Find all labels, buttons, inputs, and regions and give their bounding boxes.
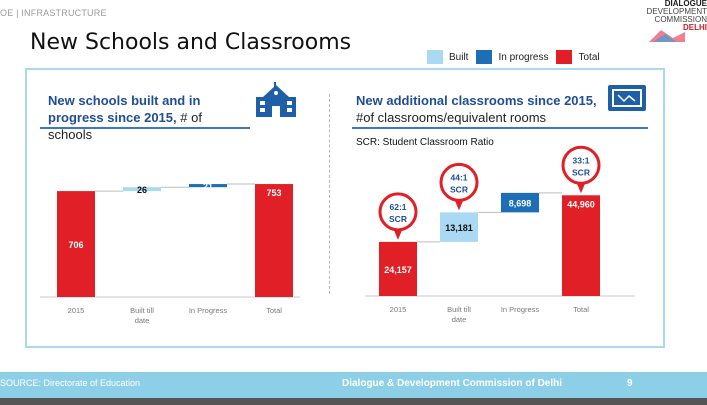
x-tick-label: Built till [447, 305, 471, 314]
x-tick-label: date [135, 316, 150, 325]
legend-label-in-progress: In progress [498, 51, 549, 63]
logo-emblem-icon [649, 30, 685, 42]
logo-line-3: COMMISSION [654, 15, 707, 24]
x-tick-label: Total [573, 305, 589, 314]
callout-circle [561, 145, 601, 185]
scr-callout: 62:1 SCR [378, 192, 418, 240]
bar-total [562, 195, 600, 296]
callout-text: SCR [572, 167, 590, 177]
breadcrumb: OE | INFRASTRUCTURE [0, 8, 107, 18]
page-title: New Schools and Classrooms [30, 30, 352, 55]
data-label: 44,960 [567, 199, 595, 209]
content-panel [25, 68, 665, 348]
x-tick-label: 2015 [390, 305, 407, 314]
bar-in-progress [189, 184, 227, 188]
bar-built-till-date [440, 212, 478, 242]
left-chart-title-bold: New schools built and in progress since … [48, 93, 201, 125]
right-title-underline [352, 127, 648, 129]
callout-circle [439, 162, 479, 202]
footer-bar: SOURCE: Directorate of Education Dialogu… [0, 372, 707, 398]
footer-source: SOURCE: Directorate of Education [0, 378, 141, 388]
scr-note: SCR: Student Classroom Ratio [356, 137, 494, 148]
data-label: 24,157 [384, 265, 412, 275]
callout-text: 62:1 [389, 202, 406, 212]
x-tick-label: Total [266, 306, 282, 315]
callout-text: 44:1 [450, 172, 467, 182]
data-label: 13,181 [445, 223, 473, 233]
legend-swatch-built [427, 50, 443, 64]
bottom-strip [0, 398, 707, 405]
callout-text: SCR [450, 184, 468, 194]
x-tick-label: Built till [130, 306, 154, 315]
legend-swatch-total [556, 50, 573, 64]
chart-legend: Built In progress Total [427, 49, 608, 65]
data-label: 706 [68, 240, 83, 250]
x-tick-label: In Progress [189, 306, 228, 315]
logo-line-2: DEVELOPMENT [646, 7, 707, 16]
scr-callout: 33:1 SCR [561, 145, 601, 194]
x-tick-label: date [452, 315, 467, 324]
x-tick-label: 2015 [68, 306, 85, 315]
legend-swatch-in-progress [476, 50, 493, 64]
data-label: 8,698 [509, 199, 532, 209]
bar-in-progress [501, 192, 539, 213]
footer-organization: Dialogue & Development Commission of Del… [342, 378, 563, 389]
data-label: 26 [137, 185, 147, 195]
bar-total [255, 184, 293, 297]
panel-divider [329, 94, 330, 294]
bar-2015 [57, 191, 95, 297]
bar-built-till-date [123, 187, 161, 192]
left-title-underline [40, 127, 250, 129]
callout-text: 33:1 [572, 155, 589, 165]
logo-line-4: DELHI [683, 23, 707, 32]
ddc-logo: DIALOGUE DEVELOPMENT COMMISSION DELHI [643, 0, 707, 48]
callout-text: SCR [389, 214, 407, 224]
left-chart-title-unit: # of schools [48, 110, 202, 142]
left-chart-title: New schools built and in progress since … [48, 92, 248, 143]
legend-label-total: Total [578, 51, 600, 63]
logo-line-1: DIALOGUE [664, 0, 707, 8]
legend-label-built: Built [449, 51, 469, 63]
x-tick-label: In Progress [501, 305, 540, 314]
school-building-icon [256, 82, 296, 117]
bar-2015 [379, 241, 417, 296]
classroom-board-icon [608, 85, 646, 111]
scr-callout: 44:1 SCR [439, 162, 479, 211]
callout-circle [378, 192, 418, 232]
page-number: 9 [627, 378, 633, 389]
right-chart-title: New additional classrooms since 2015, #o… [356, 92, 606, 126]
data-label: 753 [266, 188, 281, 198]
right-chart-title-bold: New additional classrooms since 2015, [356, 93, 597, 108]
right-chart-title-unit: #of classrooms/equivalent rooms [356, 110, 547, 125]
data-label: 21 [203, 182, 213, 192]
